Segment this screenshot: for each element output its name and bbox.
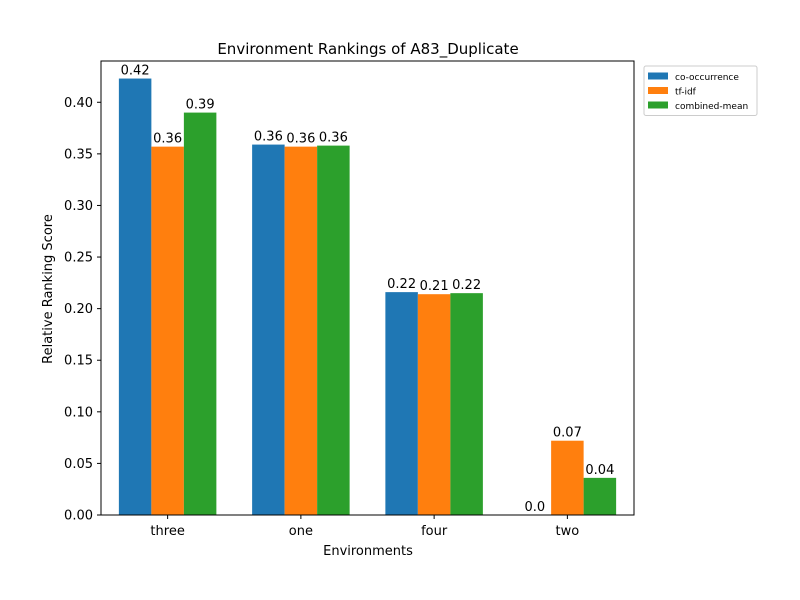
y-axis-label: Relative Ranking Score — [41, 214, 56, 364]
bar-co-occurrence-four — [385, 292, 418, 515]
y-tick-label: 0.05 — [64, 457, 93, 472]
bar-value-label: 0.36 — [254, 130, 283, 145]
legend-entry: tf-idf — [675, 88, 697, 98]
plot-area: 0.420.360.220.00.36 0.360.210.070.390.360… — [64, 60, 635, 539]
bar-tf-idf-two — [551, 440, 584, 515]
y-tick-label: 0.10 — [64, 405, 93, 420]
bar-value-label: 0.36 — [153, 132, 182, 147]
bar-co-occurrence-three — [118, 78, 152, 516]
bar-value-label: 0.04 — [585, 463, 614, 478]
y-tick-label: 0.40 — [64, 96, 93, 111]
y-tick-label: 0.25 — [64, 251, 93, 266]
bar-value-label: 0.07 — [553, 426, 582, 441]
x-axis-label: Environments — [323, 544, 413, 559]
bar-value-label: 0.22 — [387, 277, 416, 292]
bar-combined-mean-four — [450, 293, 483, 515]
bar-co-occurrence-one — [252, 144, 285, 515]
bar-tf-idf-one — [284, 146, 318, 515]
legend-swatch — [648, 72, 668, 80]
legend-swatch — [648, 101, 668, 109]
x-tick-label: one — [289, 524, 313, 539]
x-tick-label: three — [150, 524, 184, 539]
legend-entry: co-occurrence — [675, 73, 739, 83]
y-tick-label: 0.35 — [64, 147, 93, 162]
bar-value-label: 0.22 — [452, 278, 481, 293]
chart-title: Environment Rankings of A83_Duplicate — [217, 40, 518, 59]
bar-combined-mean-three — [183, 112, 217, 515]
legend-entry: combined-mean — [675, 102, 748, 112]
bar-tf-idf-three — [151, 146, 184, 515]
y-tick-label: 0.15 — [64, 354, 93, 369]
bar-value-label: 0.21 — [420, 279, 449, 294]
legend-box — [643, 65, 758, 116]
bar-value-label: 0.0 — [525, 500, 546, 515]
x-tick-label: two — [556, 524, 580, 539]
y-tick-label: 0.30 — [64, 199, 93, 214]
legend: co-occurrence tf-idf combined-mean — [643, 65, 758, 116]
bar-value-label: 0.36 — [319, 131, 348, 146]
y-tick-label: 0.00 — [64, 509, 93, 524]
plot-frame — [100, 60, 635, 516]
y-tick-label: 0.20 — [64, 302, 93, 317]
legend-swatch — [648, 87, 668, 94]
bar-tf-idf-four — [417, 294, 451, 515]
bar-combined-mean-one — [317, 145, 350, 516]
bar-combined-mean-two — [583, 477, 617, 515]
bar-value-label: 0.39 — [186, 98, 215, 113]
bar-value-label: 0.42 — [121, 64, 150, 79]
x-tick-label: four — [421, 524, 448, 539]
bar-value-label: 0.36 — [286, 132, 315, 147]
